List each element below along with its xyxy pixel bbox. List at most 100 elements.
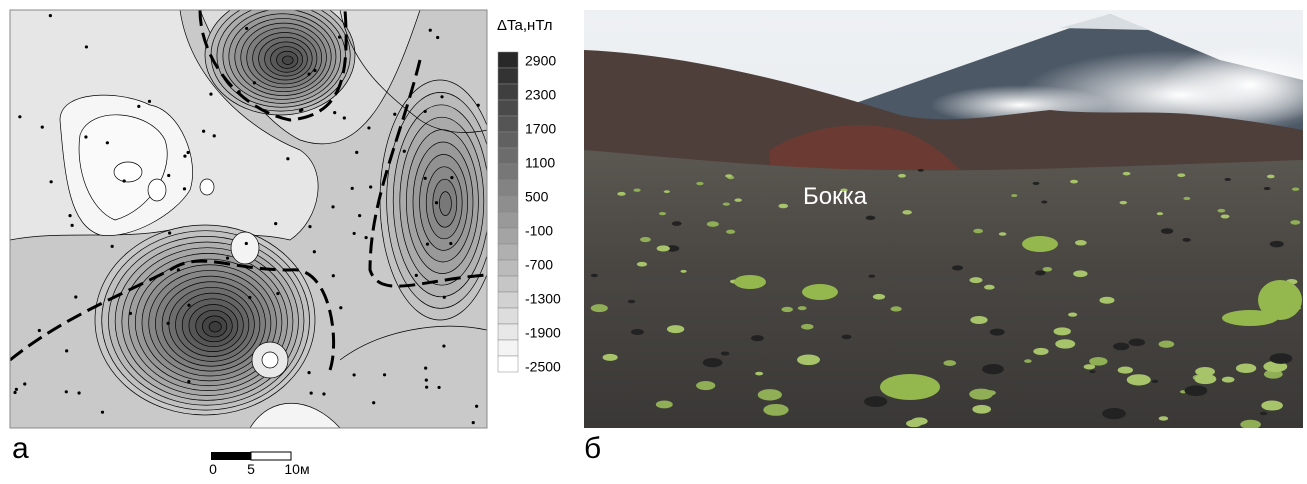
rock	[1113, 343, 1129, 351]
colorbar-band	[498, 292, 518, 308]
plant	[734, 198, 741, 201]
rock	[952, 265, 963, 270]
rock	[631, 329, 644, 335]
colorbar-band	[498, 180, 518, 196]
plant	[664, 190, 670, 193]
colorbar-band	[498, 68, 518, 84]
survey-point	[74, 295, 77, 298]
survey-point	[286, 157, 289, 160]
survey-point	[23, 382, 26, 385]
plant	[1221, 214, 1230, 218]
plant	[1127, 374, 1151, 385]
rock	[1270, 353, 1293, 364]
colorbar-label: 2300	[525, 87, 556, 103]
colorbar-label: 1100	[525, 155, 555, 171]
plant	[1089, 357, 1107, 366]
colorbar-label: -1900	[525, 325, 561, 341]
plant	[778, 204, 788, 209]
survey-point	[85, 45, 88, 48]
plant	[707, 221, 719, 227]
survey-point	[322, 392, 325, 395]
plant	[1099, 297, 1114, 304]
plant	[755, 372, 763, 376]
survey-point	[355, 151, 358, 154]
survey-point	[253, 81, 256, 84]
survey-point	[186, 151, 189, 154]
plant	[1024, 359, 1032, 363]
plant	[999, 232, 1007, 236]
colorbar-band	[498, 84, 518, 100]
colorbar-band	[498, 196, 518, 212]
plant	[890, 306, 901, 311]
survey-point	[424, 110, 427, 113]
plant	[1292, 187, 1299, 190]
plant	[1054, 327, 1071, 335]
colorbar-title: ΔTa,нТл	[497, 17, 553, 34]
plant	[873, 294, 885, 300]
plant	[969, 277, 982, 283]
survey-point	[213, 134, 216, 137]
survey-point	[475, 405, 478, 408]
survey-point	[353, 232, 356, 235]
survey-point	[369, 185, 372, 188]
survey-point	[50, 180, 53, 183]
survey-point	[338, 35, 341, 38]
survey-point	[13, 391, 16, 394]
survey-point	[403, 150, 406, 153]
colorbar-label: 500	[525, 189, 549, 205]
plant	[969, 389, 993, 400]
plant	[970, 316, 987, 324]
rock	[990, 329, 1005, 336]
survey-point	[424, 367, 427, 370]
plant	[696, 381, 715, 390]
rock	[1185, 385, 1208, 396]
survey-point	[313, 250, 316, 253]
colorbar-label: 1700	[525, 121, 556, 137]
plant	[696, 182, 703, 185]
plant	[1258, 280, 1302, 320]
survey-point	[472, 421, 475, 424]
plant	[680, 270, 686, 273]
contour	[439, 192, 451, 216]
scale-label: 5	[247, 461, 255, 477]
survey-point	[84, 135, 87, 138]
plant	[898, 174, 906, 178]
plant	[1011, 194, 1017, 197]
plant	[1240, 420, 1261, 430]
survey-point	[148, 100, 151, 103]
colorbar-band	[498, 212, 518, 228]
plant	[1290, 220, 1300, 225]
rock	[1225, 178, 1231, 181]
plant	[1177, 173, 1185, 177]
plant	[1159, 416, 1169, 420]
contour	[231, 232, 259, 264]
colorbar-band	[498, 100, 518, 116]
plant	[1073, 270, 1087, 277]
rock	[1033, 182, 1040, 185]
plant	[725, 174, 732, 177]
plant	[1159, 341, 1175, 348]
survey-point	[351, 187, 354, 190]
contour	[282, 56, 293, 65]
plant	[1183, 197, 1190, 200]
rock	[751, 335, 764, 341]
rock	[703, 358, 723, 367]
survey-point	[167, 174, 170, 177]
rock	[721, 351, 730, 355]
colorbar-band	[498, 228, 518, 244]
survey-point	[339, 306, 342, 309]
survey-point	[443, 296, 446, 299]
colorbar-label: 2900	[525, 53, 556, 69]
survey-point	[435, 201, 438, 204]
photo: Бокка	[584, 10, 1307, 429]
plant	[943, 360, 956, 366]
plant	[1033, 348, 1048, 355]
survey-point	[343, 116, 346, 119]
survey-point	[415, 274, 418, 277]
colorbar-band	[498, 164, 518, 180]
rock	[1041, 201, 1047, 204]
survey-point	[372, 401, 375, 404]
plant	[1022, 236, 1058, 252]
survey-point	[15, 388, 18, 391]
rock	[1260, 412, 1267, 415]
